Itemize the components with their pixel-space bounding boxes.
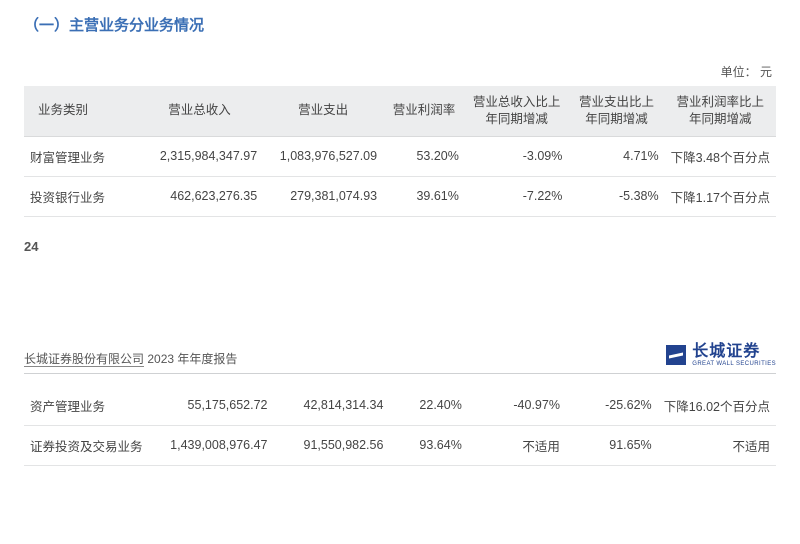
page-header: 长城证券股份有限公司 2023 年年度报告 长城证券 GREAT WALL SE…	[24, 344, 776, 374]
col-revenue: 营业总收入	[136, 86, 263, 136]
cell-margin-yoy: 下降1.17个百分点	[665, 176, 776, 216]
col-category: 业务类别	[24, 86, 136, 136]
cell-exp-yoy: 91.65%	[566, 425, 658, 465]
section-title: （一）主营业务分业务情况	[24, 14, 776, 35]
cell-rev-yoy: 不适用	[468, 425, 566, 465]
page-break-spacer	[24, 254, 776, 344]
cell-exp-yoy: 4.71%	[568, 136, 664, 176]
table-row: 财富管理业务 2,315,984,347.97 1,083,976,527.09…	[24, 136, 776, 176]
unit-label: 单位： 元	[24, 63, 776, 80]
cell-margin-yoy: 下降16.02个百分点	[658, 386, 776, 426]
cell-margin-yoy: 不适用	[658, 425, 776, 465]
cell-rev: 462,623,276.35	[136, 176, 263, 216]
company-logo: 长城证券 GREAT WALL SECURITIES	[666, 344, 776, 367]
cell-name: 资产管理业务	[24, 386, 149, 426]
cell-exp-yoy: -5.38%	[568, 176, 664, 216]
cell-exp-yoy: -25.62%	[566, 386, 658, 426]
cell-margin: 93.64%	[389, 425, 467, 465]
cell-exp: 42,814,314.34	[274, 386, 390, 426]
logo-text-en: GREAT WALL SECURITIES	[692, 361, 776, 367]
cell-name: 投资银行业务	[24, 176, 136, 216]
col-expense: 营业支出	[263, 86, 383, 136]
cell-exp: 279,381,074.93	[263, 176, 383, 216]
table-row: 投资银行业务 462,623,276.35 279,381,074.93 39.…	[24, 176, 776, 216]
page-number: 24	[24, 239, 776, 254]
col-margin-yoy: 营业利润率比上年同期增减	[665, 86, 776, 136]
cell-rev: 2,315,984,347.97	[136, 136, 263, 176]
report-year: 2023 年年度报告	[144, 352, 237, 366]
logo-mark-icon	[666, 345, 686, 365]
table-row: 资产管理业务 55,175,652.72 42,814,314.34 22.40…	[24, 386, 776, 426]
company-name: 长城证券股份有限公司	[24, 352, 144, 367]
report-line: 长城证券股份有限公司 2023 年年度报告	[24, 350, 237, 367]
cell-exp: 1,083,976,527.09	[263, 136, 383, 176]
business-table-top: 业务类别 营业总收入 营业支出 营业利润率 营业总收入比上年同期增减 营业支出比…	[24, 86, 776, 217]
col-rev-yoy: 营业总收入比上年同期增减	[465, 86, 569, 136]
cell-rev: 55,175,652.72	[149, 386, 274, 426]
cell-name: 财富管理业务	[24, 136, 136, 176]
cell-rev-yoy: -40.97%	[468, 386, 566, 426]
cell-rev: 1,439,008,976.47	[149, 425, 274, 465]
col-margin: 营业利润率	[383, 86, 465, 136]
cell-margin: 22.40%	[389, 386, 467, 426]
cell-rev-yoy: -3.09%	[465, 136, 569, 176]
cell-exp: 91,550,982.56	[274, 425, 390, 465]
logo-text-cn: 长城证券	[692, 344, 776, 361]
business-table-bottom: 资产管理业务 55,175,652.72 42,814,314.34 22.40…	[24, 386, 776, 466]
table-header-row: 业务类别 营业总收入 营业支出 营业利润率 营业总收入比上年同期增减 营业支出比…	[24, 86, 776, 136]
col-exp-yoy: 营业支出比上年同期增减	[568, 86, 664, 136]
cell-name: 证券投资及交易业务	[24, 425, 149, 465]
cell-margin: 53.20%	[383, 136, 465, 176]
table-row: 证券投资及交易业务 1,439,008,976.47 91,550,982.56…	[24, 425, 776, 465]
cell-rev-yoy: -7.22%	[465, 176, 569, 216]
cell-margin: 39.61%	[383, 176, 465, 216]
cell-margin-yoy: 下降3.48个百分点	[665, 136, 776, 176]
